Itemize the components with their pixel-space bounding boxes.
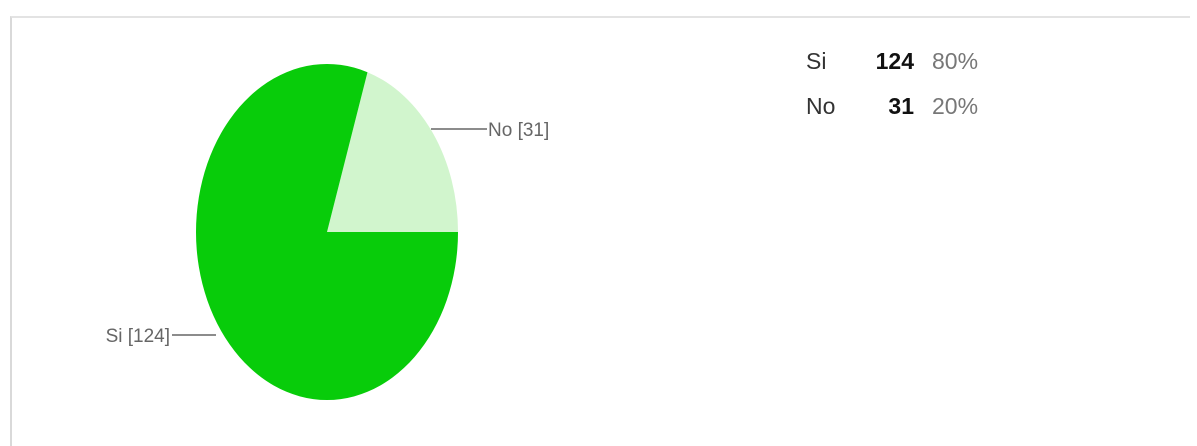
callout-label-no: No [31] [488, 120, 549, 141]
summary-label-no: No [806, 93, 836, 119]
summary-row-si: Si 124 80% [806, 48, 978, 93]
summary-count-si: 124 [875, 48, 914, 74]
summary-label-si: Si [806, 48, 827, 74]
chart-panel [10, 16, 1190, 446]
pie-slice-no [327, 72, 458, 232]
summary-table: Si 124 80% No 31 20% [806, 48, 978, 138]
summary-percent-si: 80% [932, 48, 979, 74]
summary-count-no: 31 [888, 93, 914, 119]
summary-percent-no: 20% [932, 93, 979, 119]
callout-label-si: Si [124] [106, 326, 170, 347]
pie-slice-si [196, 63, 459, 400]
summary-row-no: No 31 20% [806, 93, 978, 138]
